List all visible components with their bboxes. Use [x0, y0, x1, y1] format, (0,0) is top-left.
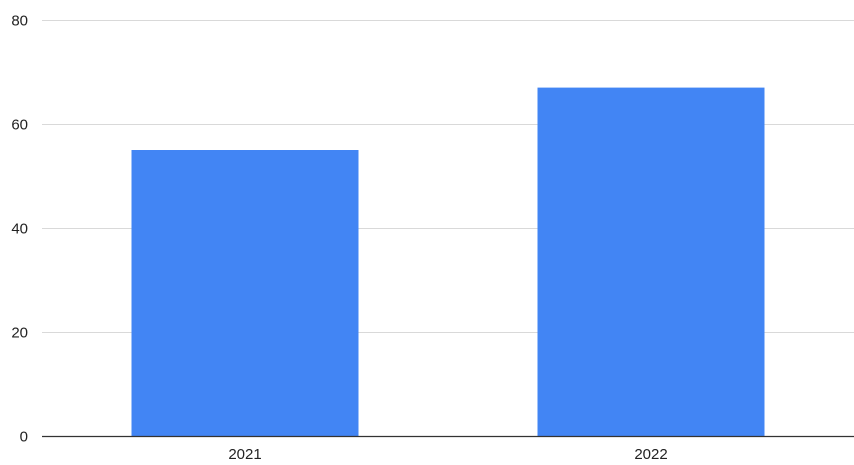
y-tick-label: 0	[20, 429, 28, 446]
bar-2021	[131, 150, 359, 436]
y-axis-tick-labels: 0 20 40 60 80	[11, 13, 28, 446]
bar-2022	[537, 87, 765, 436]
y-tick-label: 20	[11, 325, 28, 342]
y-tick-label: 60	[11, 117, 28, 134]
y-tick-label: 40	[11, 221, 28, 238]
y-tick-label: 80	[11, 13, 28, 30]
x-tick-label: 2021	[228, 446, 261, 463]
x-tick-label: 2022	[634, 446, 667, 463]
x-axis-tick-labels: 2021 2022	[228, 446, 667, 463]
bars	[131, 87, 765, 436]
